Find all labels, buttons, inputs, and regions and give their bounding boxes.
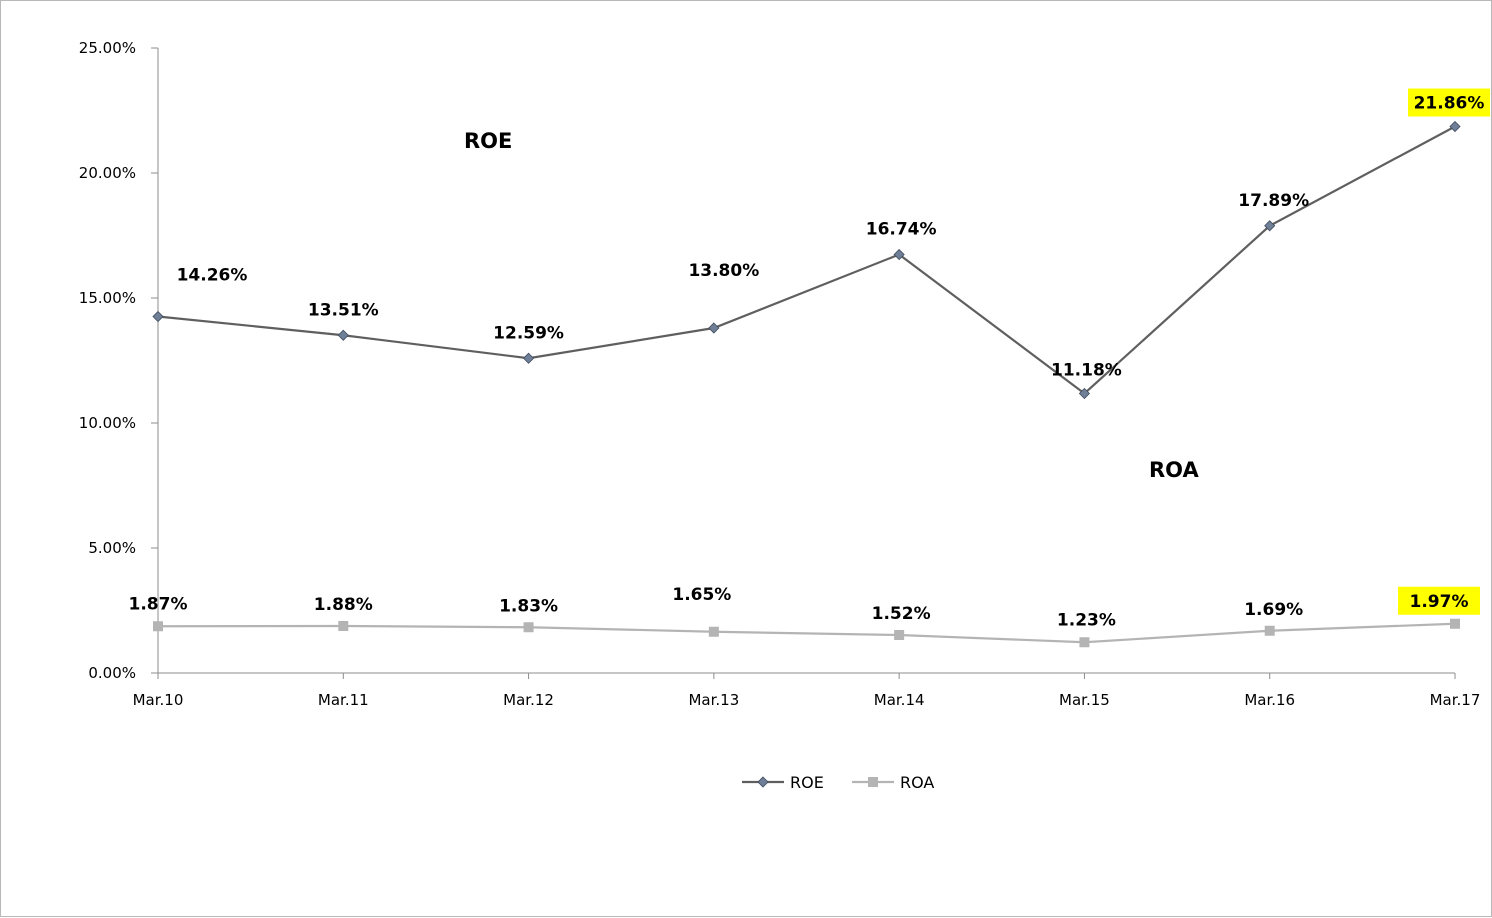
- roa-data-label: 1.52%: [872, 604, 931, 624]
- x-tick-label: Mar.17: [1430, 691, 1481, 709]
- roe-data-label: 11.18%: [1051, 361, 1122, 381]
- roa-data-label: 1.88%: [314, 595, 373, 615]
- roa-data-label: 1.23%: [1057, 610, 1116, 630]
- y-tick-label: 5.00%: [88, 539, 136, 557]
- series-layer: [152, 120, 1461, 648]
- roa-data-label: 1.97%: [1410, 592, 1469, 612]
- x-tick-label: Mar.16: [1244, 691, 1295, 709]
- roe-series-line: [157, 125, 1456, 395]
- roe-data-label: 14.26%: [177, 266, 248, 286]
- roa-point: [894, 630, 905, 640]
- roe-point: [152, 310, 164, 323]
- roe-point: [1078, 387, 1090, 400]
- roe-point: [523, 352, 535, 364]
- x-tick-label: Mar.11: [318, 691, 369, 709]
- roe-data-label: 12.59%: [493, 323, 564, 343]
- roa-data-label: 1.87%: [129, 594, 188, 614]
- x-tick-label: Mar.13: [688, 691, 739, 709]
- roe-point: [1449, 120, 1461, 133]
- roa-label-highlight: [1398, 586, 1480, 615]
- roa-point: [708, 626, 719, 637]
- roa-series-title: ROA: [1149, 458, 1199, 482]
- roe-data-label: 13.51%: [308, 300, 379, 320]
- roe-series-title: ROE: [464, 129, 512, 153]
- roe-point: [337, 329, 349, 341]
- axes: 0.00% 5.00% 10.00% 15.00% 20.00% 25.00% Mar.10…: [79, 39, 1481, 709]
- y-tick-label: 20.00%: [79, 164, 136, 182]
- y-tick-label: 10.00%: [79, 414, 136, 432]
- roe-point: [708, 322, 720, 334]
- roe-label-highlight: [1408, 88, 1490, 117]
- roe-point: [893, 248, 905, 261]
- roe-data-label: 17.89%: [1238, 191, 1309, 211]
- y-tick-label: 25.00%: [79, 39, 136, 57]
- roe-data-label: 16.74%: [866, 220, 937, 240]
- roa-data-label: 1.69%: [1244, 600, 1303, 620]
- roa-point: [1079, 637, 1090, 648]
- roa-point: [523, 622, 534, 633]
- x-tick-label: Mar.12: [503, 691, 554, 709]
- roe-data-label: 21.86%: [1414, 94, 1485, 114]
- roa-legend-label: ROA: [900, 773, 934, 792]
- roa-legend-marker: [868, 777, 878, 787]
- y-tick-label: 15.00%: [79, 289, 136, 307]
- x-tick-label: Mar.14: [874, 691, 925, 709]
- data-labels-layer: 14.26% 13.51% 12.59% 13.80% 16.74% 11.18% 17.8…: [129, 88, 1490, 630]
- legend: ROE ROA: [742, 773, 934, 792]
- roe-data-label: 13.80%: [688, 261, 759, 281]
- roe-legend-marker: [757, 776, 769, 788]
- y-tick-label: 0.00%: [88, 664, 136, 682]
- roa-point: [338, 621, 349, 631]
- roa-series-line: [157, 622, 1456, 644]
- roa-point: [153, 621, 163, 632]
- roa-data-label: 1.65%: [672, 585, 731, 605]
- roe-point: [1264, 220, 1276, 232]
- roa-data-label: 1.83%: [499, 596, 558, 616]
- x-tick-label: Mar.15: [1059, 691, 1110, 709]
- roa-point: [1450, 618, 1460, 629]
- roe-legend-label: ROE: [790, 773, 824, 792]
- x-tick-label: Mar.10: [133, 691, 184, 709]
- roa-point: [1264, 625, 1275, 636]
